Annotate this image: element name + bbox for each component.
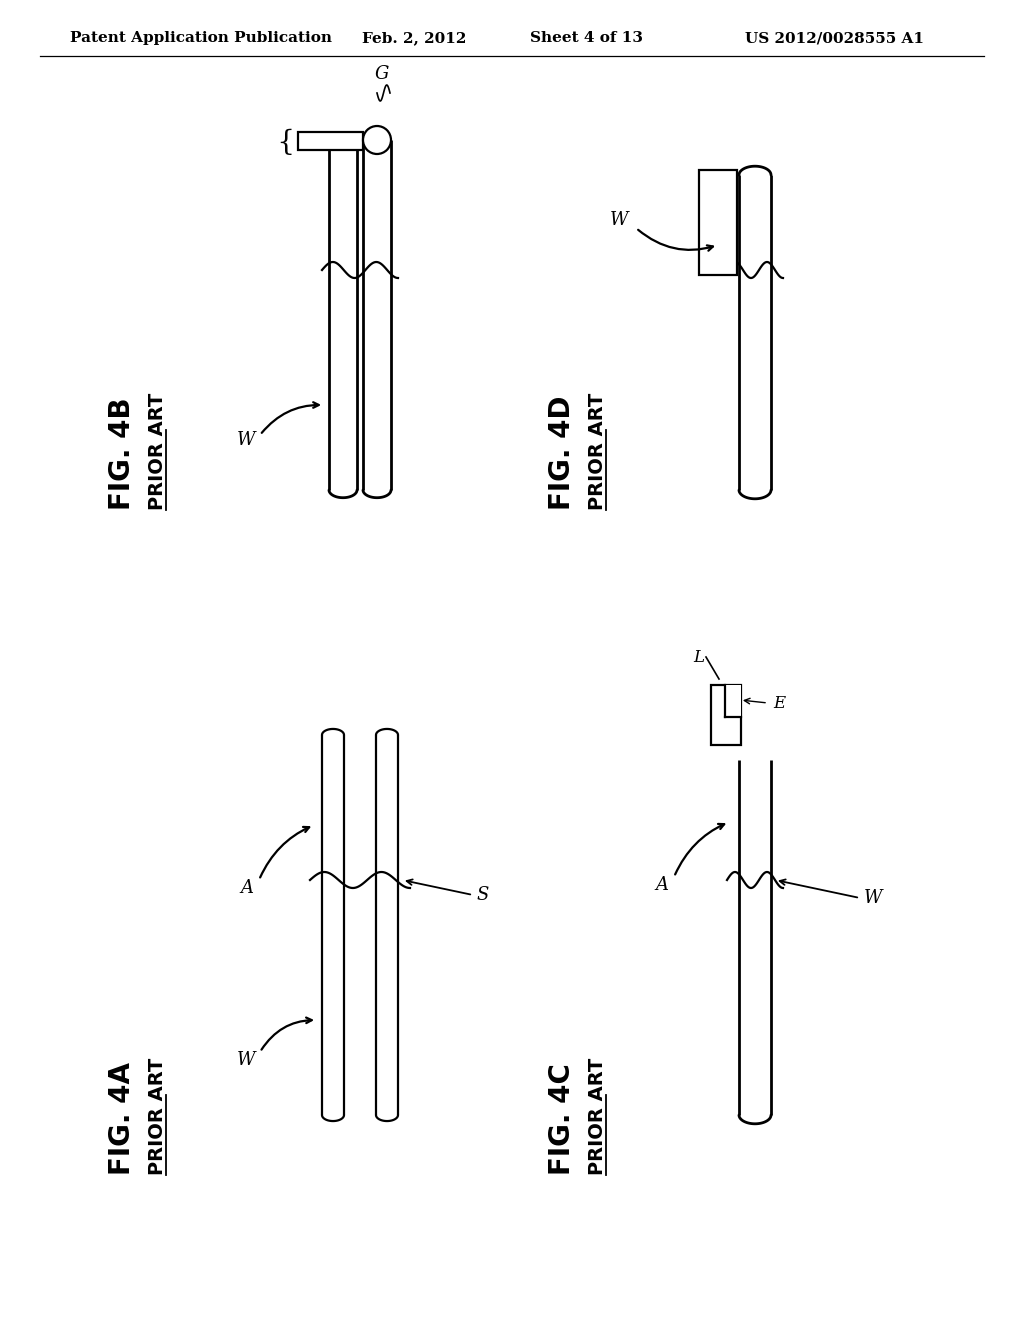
Text: S: S <box>476 886 488 904</box>
Bar <box>298 132 362 150</box>
Text: PRIOR ART: PRIOR ART <box>148 1057 167 1175</box>
Text: Patent Application Publication: Patent Application Publication <box>70 30 332 45</box>
Bar <box>711 685 741 744</box>
Text: W: W <box>864 888 883 907</box>
Text: G: G <box>375 65 389 83</box>
Text: FIG. 4B: FIG. 4B <box>108 397 136 510</box>
Text: A: A <box>241 879 254 898</box>
Text: FIG. 4A: FIG. 4A <box>108 1063 136 1175</box>
Text: PRIOR ART: PRIOR ART <box>588 1057 607 1175</box>
Text: Feb. 2, 2012: Feb. 2, 2012 <box>362 30 466 45</box>
Text: FIG. 4C: FIG. 4C <box>548 1063 575 1175</box>
Text: }: } <box>271 127 289 153</box>
Text: PRIOR ART: PRIOR ART <box>148 393 167 510</box>
Text: E: E <box>773 694 785 711</box>
Text: W: W <box>609 211 628 228</box>
Text: A: A <box>655 876 669 894</box>
Circle shape <box>362 125 391 154</box>
Text: PRIOR ART: PRIOR ART <box>588 393 607 510</box>
Text: W: W <box>237 432 255 449</box>
Text: FIG. 4D: FIG. 4D <box>548 396 575 510</box>
Text: W: W <box>237 1051 255 1069</box>
Text: Sheet 4 of 13: Sheet 4 of 13 <box>530 30 643 45</box>
Text: US 2012/0028555 A1: US 2012/0028555 A1 <box>745 30 924 45</box>
Text: L: L <box>693 648 705 665</box>
Bar <box>725 685 741 717</box>
Bar <box>699 170 737 275</box>
